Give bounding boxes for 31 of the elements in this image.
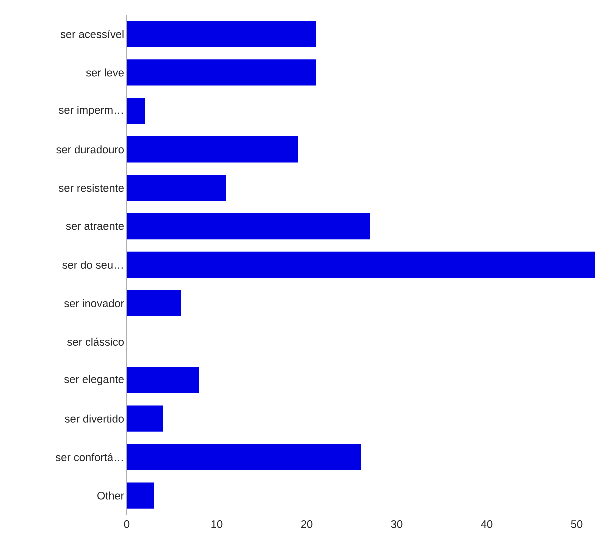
y-tick-label: Other bbox=[98, 492, 124, 500]
bar bbox=[127, 136, 298, 163]
bar bbox=[127, 252, 595, 278]
bar bbox=[127, 482, 154, 509]
bar bbox=[127, 213, 370, 240]
y-tick-label: ser divertido bbox=[65, 414, 124, 423]
y-tick-label: ser resistente bbox=[59, 184, 124, 192]
y-tick-label: ser confortá… bbox=[56, 453, 123, 462]
x-tick-label: 30 bbox=[391, 520, 403, 528]
x-tick-label: 10 bbox=[212, 520, 223, 528]
bar bbox=[127, 175, 226, 202]
bar bbox=[127, 21, 316, 48]
y-tick-label: ser atraente bbox=[66, 222, 124, 230]
y-tick-label: ser imperm… bbox=[59, 106, 123, 116]
y-tick-label: ser acessível bbox=[60, 30, 124, 38]
y-tick-label: ser clássico bbox=[68, 338, 124, 346]
bar bbox=[127, 444, 361, 470]
bar bbox=[127, 98, 145, 124]
y-tick-label: ser leve bbox=[86, 68, 124, 77]
bar bbox=[127, 367, 199, 394]
bar bbox=[127, 406, 163, 432]
x-tick-label: 20 bbox=[301, 520, 313, 528]
y-tick-label: ser inovador bbox=[64, 299, 124, 308]
y-tick-label: ser elegante bbox=[64, 375, 124, 386]
y-tick-label: ser do seu… bbox=[62, 260, 123, 270]
x-tick-label: 40 bbox=[481, 520, 493, 528]
y-tick-label: ser duradouro bbox=[56, 146, 124, 154]
bar bbox=[127, 60, 316, 86]
x-tick-label: 50 bbox=[571, 520, 583, 528]
x-tick-label: 0 bbox=[124, 520, 130, 528]
bar bbox=[127, 290, 181, 317]
